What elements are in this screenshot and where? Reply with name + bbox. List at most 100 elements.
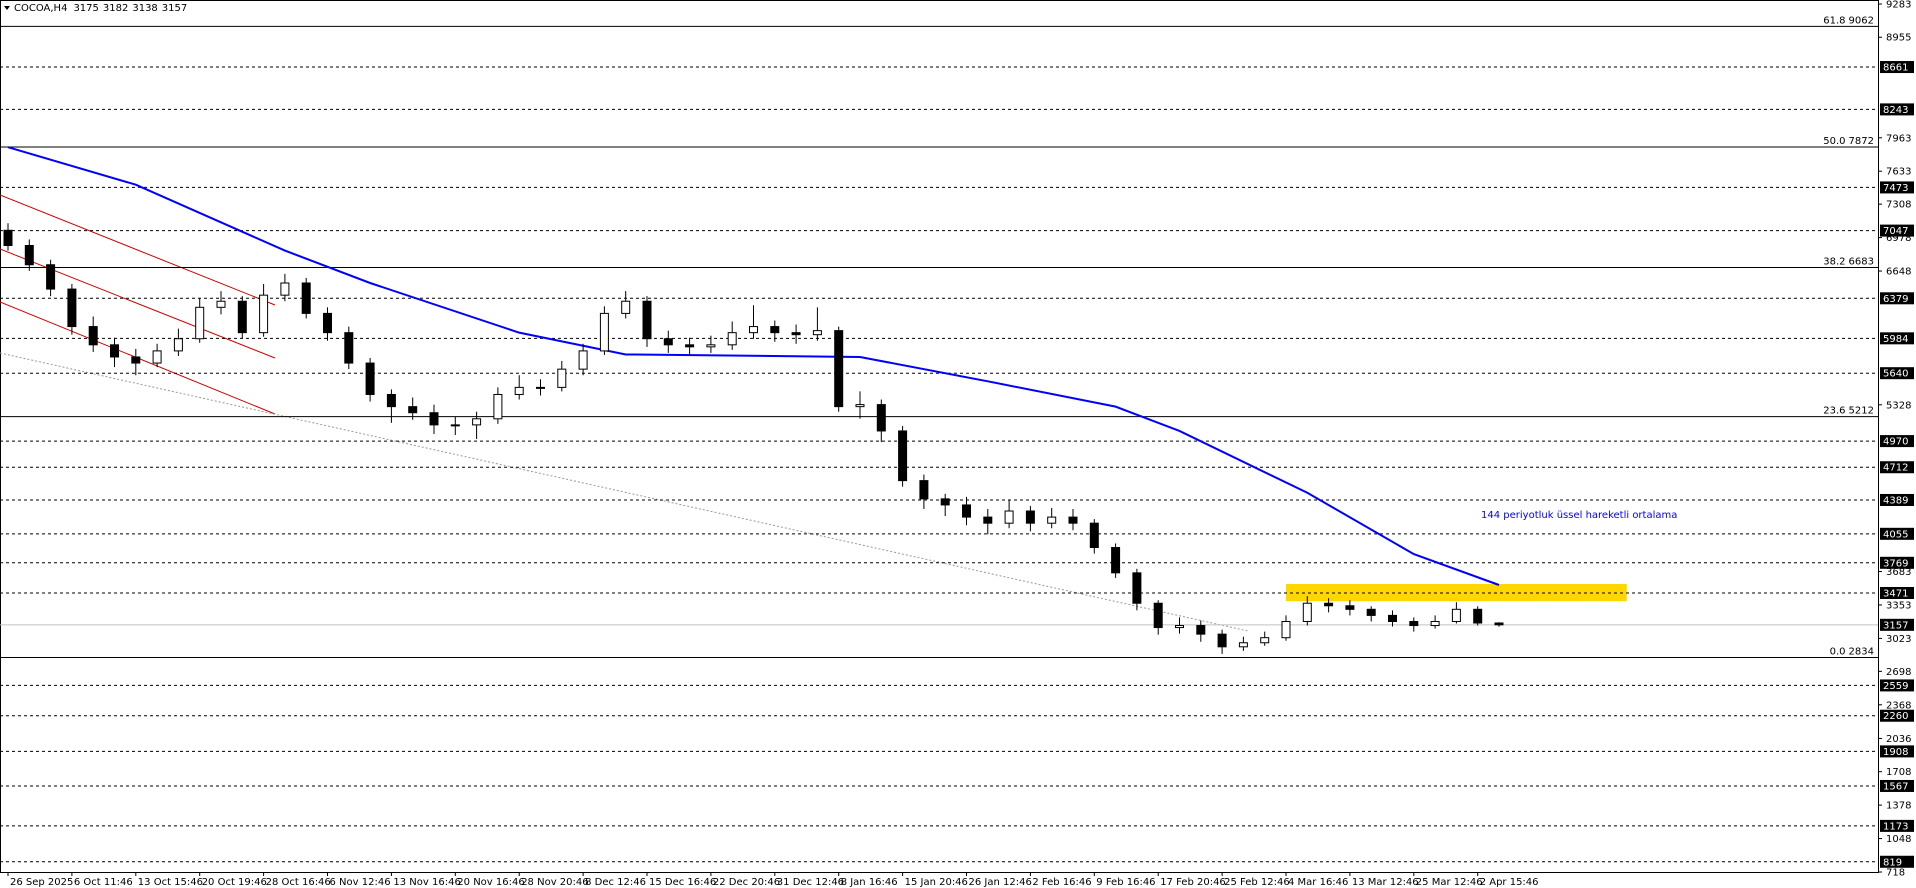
x-tick-label: 20 Oct 19:46 bbox=[202, 877, 267, 888]
candle-body bbox=[727, 332, 737, 346]
level-box bbox=[1880, 435, 1914, 448]
candle-body bbox=[280, 282, 290, 296]
level-label: 8661 bbox=[1883, 63, 1908, 74]
candle-body bbox=[663, 338, 673, 346]
level-box bbox=[1880, 61, 1914, 74]
candle-body bbox=[344, 332, 354, 364]
x-tick-label: 6 Oct 11:46 bbox=[74, 877, 133, 888]
level-label: 8243 bbox=[1883, 105, 1908, 116]
candle-body bbox=[1281, 620, 1291, 639]
candle-body bbox=[472, 418, 482, 426]
candle-body bbox=[1324, 602, 1334, 607]
level-box bbox=[1880, 292, 1914, 305]
candle-body bbox=[301, 282, 311, 314]
candle-body bbox=[1111, 547, 1121, 574]
y-tick-label: 3023 bbox=[1886, 634, 1911, 645]
candle-body bbox=[259, 294, 269, 334]
y-tick-label: 3683 bbox=[1886, 567, 1911, 578]
x-tick-label: 2 Apr 15:46 bbox=[1480, 877, 1539, 888]
level-label: 7047 bbox=[1883, 226, 1908, 237]
fib-ratio: 61.8 bbox=[1823, 15, 1845, 26]
candle-body bbox=[173, 338, 183, 352]
candle-body bbox=[1388, 614, 1397, 622]
y-tick-label: 2368 bbox=[1886, 700, 1911, 711]
level-box bbox=[1880, 679, 1914, 692]
level-box bbox=[1880, 556, 1914, 569]
x-tick-label: 28 Oct 16:46 bbox=[266, 877, 331, 888]
candle-body bbox=[621, 300, 631, 314]
y-tick-label: 718 bbox=[1886, 868, 1905, 879]
level-label: 2559 bbox=[1883, 681, 1908, 692]
level-box bbox=[1880, 745, 1914, 758]
candle-body bbox=[1345, 605, 1355, 610]
candle-body bbox=[834, 330, 844, 408]
y-tick-label: 7963 bbox=[1886, 133, 1911, 144]
x-tick-label: 17 Feb 20:46 bbox=[1160, 877, 1226, 888]
level-label: 4970 bbox=[1883, 437, 1908, 448]
candle-body bbox=[536, 386, 545, 389]
level-box bbox=[1880, 527, 1914, 540]
candle-body bbox=[67, 288, 77, 328]
symbol: COCOA,H4 bbox=[14, 3, 67, 14]
candle-body bbox=[1175, 625, 1184, 629]
candle-body bbox=[365, 362, 375, 395]
x-tick-label: 28 Nov 20:46 bbox=[521, 877, 588, 888]
level-label: 1567 bbox=[1883, 781, 1908, 792]
candle-body bbox=[152, 350, 162, 364]
level-label: 7473 bbox=[1883, 183, 1908, 194]
plot-frame bbox=[0, 0, 1879, 873]
candle-body bbox=[1366, 608, 1376, 616]
fib-price: 5212 bbox=[1849, 406, 1874, 417]
candle-body bbox=[1089, 522, 1099, 549]
candle-body bbox=[429, 412, 439, 426]
fib-label: 23.6 5212 bbox=[1823, 406, 1874, 417]
level-box bbox=[1880, 587, 1914, 600]
candle-body bbox=[1196, 625, 1206, 635]
level-box bbox=[1880, 493, 1914, 506]
candle-body bbox=[24, 244, 34, 266]
menu-arrow[interactable] bbox=[4, 6, 10, 10]
level-label: 3769 bbox=[1883, 558, 1908, 569]
candle-body bbox=[1132, 572, 1142, 604]
candle-body bbox=[812, 330, 822, 336]
x-tick-label: 20 Nov 16:46 bbox=[457, 877, 524, 888]
x-tick-label: 31 Dec 12:46 bbox=[777, 877, 844, 888]
current-price-box bbox=[1880, 618, 1914, 631]
current-price-label: 3157 bbox=[1883, 620, 1908, 631]
x-tick-label: 6 Nov 12:46 bbox=[330, 877, 391, 888]
x-tick-label: 9 Feb 16:46 bbox=[1096, 877, 1155, 888]
candle-body bbox=[237, 300, 247, 334]
candle-body bbox=[1238, 642, 1248, 648]
candle-body bbox=[1217, 633, 1227, 648]
candle-body bbox=[1068, 516, 1078, 524]
candle-body bbox=[898, 430, 908, 482]
candle-body bbox=[408, 406, 418, 414]
candle-body bbox=[1025, 510, 1035, 524]
candle-body bbox=[514, 386, 524, 395]
level-label: 4055 bbox=[1883, 529, 1908, 540]
level-box bbox=[1880, 103, 1914, 116]
level-box bbox=[1880, 332, 1914, 345]
level-box bbox=[1880, 181, 1914, 194]
level-box bbox=[1880, 461, 1914, 474]
candle-body bbox=[195, 306, 205, 340]
x-tick-label: 13 Oct 15:46 bbox=[138, 877, 203, 888]
level-label: 5640 bbox=[1883, 369, 1908, 380]
header-value: 3182 bbox=[103, 3, 128, 14]
y-tick-label: 7633 bbox=[1886, 167, 1911, 178]
candle-body bbox=[1430, 620, 1440, 627]
candle-body bbox=[578, 350, 588, 370]
level-box bbox=[1880, 709, 1914, 722]
level-label: 4712 bbox=[1883, 463, 1908, 474]
x-tick-label: 4 Mar 16:46 bbox=[1288, 877, 1348, 888]
x-tick-label: 26 Sep 2025 bbox=[10, 877, 73, 888]
y-tick-label: 1048 bbox=[1886, 834, 1911, 845]
annotation: 144 periyotluk üssel hareketli ortalama bbox=[1481, 510, 1677, 521]
candle-body bbox=[88, 326, 98, 346]
level-label: 819 bbox=[1883, 857, 1902, 868]
level-box bbox=[1880, 367, 1914, 380]
candle-body bbox=[216, 300, 226, 308]
candle-body bbox=[642, 300, 652, 340]
x-tick-label: 15 Jan 20:46 bbox=[905, 877, 968, 888]
fib-price: 6683 bbox=[1849, 256, 1874, 267]
